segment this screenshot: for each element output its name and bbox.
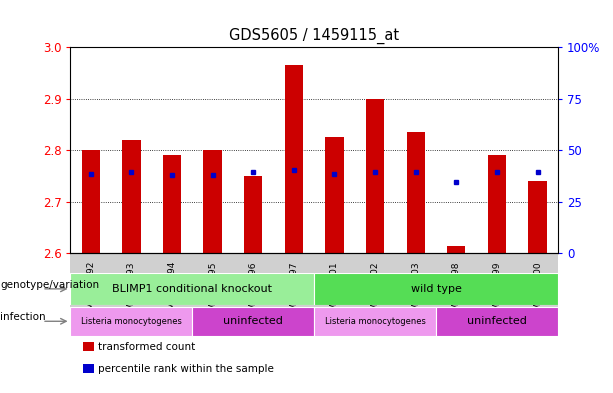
Text: Listeria monocytogenes: Listeria monocytogenes — [81, 317, 182, 326]
Bar — [447, 246, 465, 253]
Bar — [406, 132, 425, 253]
Bar — [488, 156, 506, 253]
Text: infection: infection — [0, 312, 45, 322]
Bar — [436, 307, 558, 336]
Bar — [122, 140, 140, 253]
Bar — [366, 99, 384, 253]
Text: Listeria monocytogenes: Listeria monocytogenes — [325, 317, 425, 326]
Text: uninfected: uninfected — [223, 316, 283, 326]
Text: BLIMP1 conditional knockout: BLIMP1 conditional knockout — [112, 284, 272, 294]
Bar — [82, 150, 100, 253]
Title: GDS5605 / 1459115_at: GDS5605 / 1459115_at — [229, 28, 399, 44]
Text: genotype/variation: genotype/variation — [0, 280, 99, 290]
Text: percentile rank within the sample: percentile rank within the sample — [98, 364, 274, 374]
Bar — [326, 138, 344, 253]
Bar — [244, 176, 262, 253]
Bar — [192, 307, 314, 336]
Bar — [528, 181, 547, 253]
Bar — [314, 307, 436, 336]
Bar — [163, 156, 181, 253]
Text: transformed count: transformed count — [98, 342, 196, 352]
Bar — [314, 273, 558, 305]
Bar — [284, 65, 303, 253]
Bar — [204, 150, 222, 253]
Bar — [70, 273, 314, 305]
Text: uninfected: uninfected — [467, 316, 527, 326]
Text: wild type: wild type — [411, 284, 462, 294]
Bar — [70, 307, 192, 336]
